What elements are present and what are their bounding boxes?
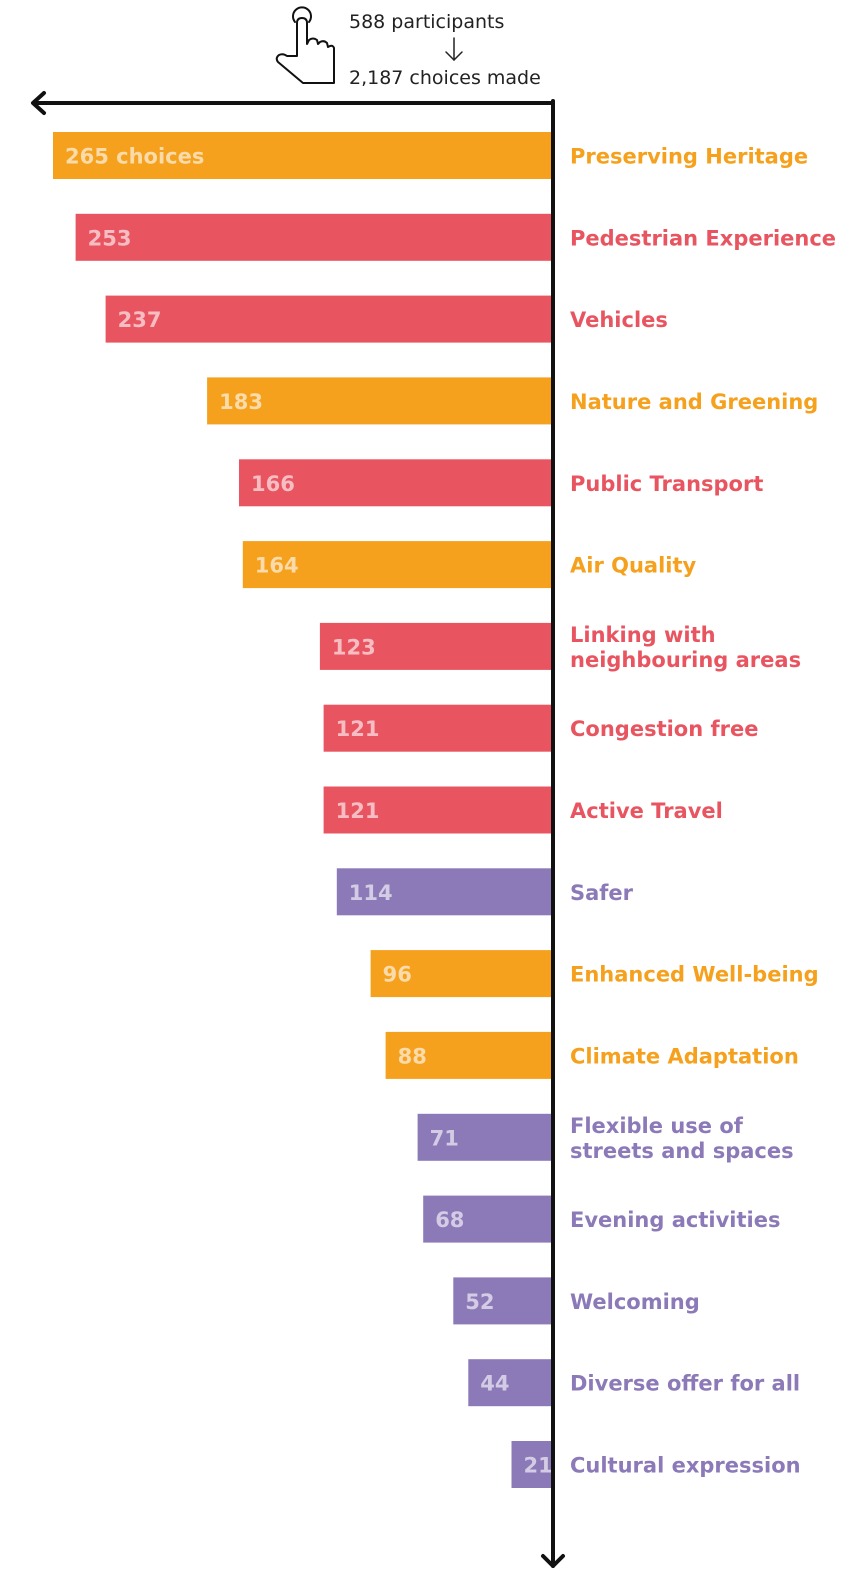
bar-value-label-17: 21 [524, 1454, 553, 1478]
axes [31, 91, 565, 1568]
bar-value-label-1: 265 choices [65, 145, 204, 169]
bar-value-label-11: 96 [383, 963, 412, 987]
category-label-13: Flexible use of streets and spaces [570, 1114, 794, 1163]
category-label-9: Active Travel [570, 799, 723, 823]
bar-value-label-4: 183 [219, 390, 263, 414]
category-label-12: Climate Adaptation [570, 1044, 799, 1068]
category-label-4: Nature and Greening [570, 390, 818, 414]
bar-16 [468, 1359, 551, 1407]
bar-15 [453, 1277, 551, 1325]
bar-value-label-16: 44 [480, 1372, 509, 1396]
bar-value-label-3: 237 [118, 308, 162, 332]
bar-7 [319, 622, 551, 670]
category-label-15: Welcoming [570, 1290, 700, 1314]
bar-9 [323, 786, 551, 834]
bar-1 [53, 132, 551, 179]
category-label-11: Enhanced Well-being [570, 963, 819, 987]
participants-count: 588 participants [349, 11, 504, 33]
bar-value-label-15: 52 [465, 1290, 494, 1314]
bars-group: 265 choices Preserving Heritage 253 Pedestr… [53, 132, 836, 1488]
bar-value-label-14: 68 [435, 1208, 464, 1232]
category-label-10: Safer [570, 881, 634, 905]
category-label-3: Vehicles [570, 308, 668, 332]
category-label-8: Congestion free [570, 717, 758, 741]
bar-value-label-7: 123 [332, 635, 376, 659]
bar-5 [239, 459, 551, 507]
down-arrow-icon [445, 37, 463, 61]
category-label-2: Pedestrian Experience [570, 226, 836, 250]
bar-value-label-2: 253 [88, 226, 132, 250]
bar-6 [242, 541, 552, 589]
bar-12 [385, 1031, 551, 1079]
bar-10 [336, 868, 551, 916]
bar-13 [417, 1113, 551, 1161]
y-axis-arrowhead [541, 1554, 565, 1568]
bar-value-label-5: 166 [251, 472, 295, 496]
bar-value-label-8: 121 [336, 717, 380, 741]
category-label-14: Evening activities [570, 1208, 780, 1232]
bar-value-label-10: 114 [349, 881, 393, 905]
bar-8 [323, 704, 551, 752]
category-label-6: Air Quality [570, 554, 697, 578]
bar-value-label-13: 71 [430, 1126, 459, 1150]
choices-made-count: 2,187 choices made [349, 67, 541, 89]
category-label-5: Public Transport [570, 472, 763, 496]
bar-value-label-9: 121 [336, 799, 380, 823]
category-label-7: Linking with neighbouring areas [570, 623, 801, 672]
bar-3 [105, 295, 551, 343]
bar-2 [75, 213, 551, 261]
bar-value-label-12: 88 [398, 1044, 427, 1068]
bar-17 [511, 1441, 551, 1488]
bar-14 [423, 1195, 551, 1243]
hand-pointer-icon [275, 6, 335, 84]
category-label-17: Cultural expression [570, 1454, 801, 1478]
category-label-1: Preserving Heritage [570, 145, 808, 169]
bar-11 [370, 950, 551, 998]
category-label-16: Diverse offer for all [570, 1372, 800, 1396]
bar-4 [207, 377, 551, 425]
bar-value-label-6: 164 [255, 554, 299, 578]
x-axis-arrowhead [31, 91, 46, 115]
